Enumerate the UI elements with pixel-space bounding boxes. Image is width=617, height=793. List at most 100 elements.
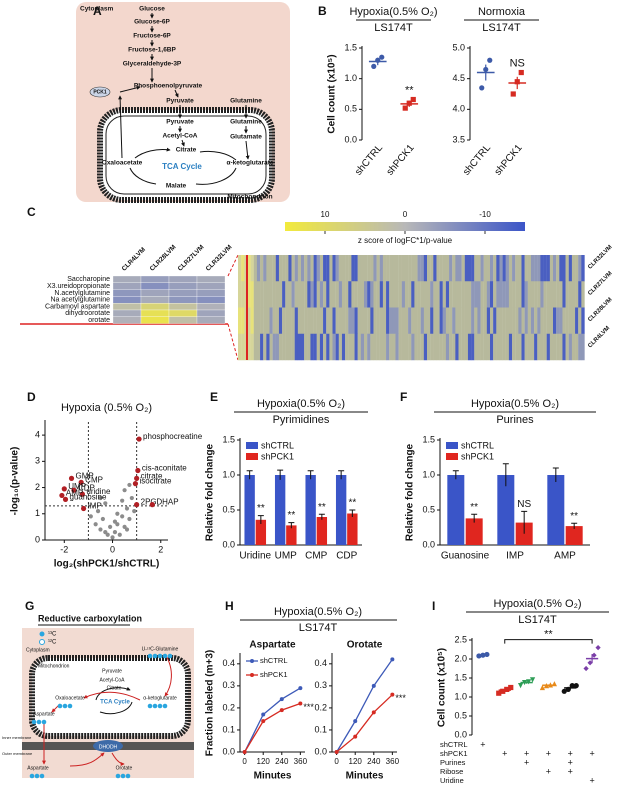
heatmap-pattern xyxy=(521,281,525,308)
heatmap-cell xyxy=(168,275,198,283)
arrow xyxy=(119,85,141,93)
heatmap-pattern xyxy=(540,307,544,334)
condition-mark: + xyxy=(568,757,573,767)
panel-label: H xyxy=(225,599,234,613)
heatmap-pattern xyxy=(354,307,358,334)
heatmap-pattern xyxy=(464,333,469,361)
heatmap-cell xyxy=(112,275,142,283)
point xyxy=(98,527,103,532)
heatmap-pattern xyxy=(417,281,421,308)
error-bar xyxy=(521,510,528,534)
heatmap-pattern xyxy=(313,281,317,308)
metabolite: Acetyl-CoA xyxy=(162,133,197,140)
heatmap-pattern xyxy=(490,307,494,334)
heatmap-pattern xyxy=(301,307,305,334)
heatmap-pattern xyxy=(395,255,399,282)
heatmap-pattern xyxy=(499,255,503,282)
bead xyxy=(152,703,158,709)
cycle-label: TCA Cycle xyxy=(100,700,130,706)
annotation: ** xyxy=(287,510,295,521)
heatmap-pattern xyxy=(250,307,254,334)
heatmap-pattern xyxy=(313,255,317,282)
heatmap-pattern xyxy=(559,307,563,334)
heatmap-pattern xyxy=(335,281,339,308)
heatmap-pattern xyxy=(480,333,484,361)
heatmap-pattern xyxy=(578,307,582,334)
heatmap-pattern xyxy=(288,281,292,308)
heatmap-pattern xyxy=(442,333,447,361)
heatmap-detail xyxy=(238,255,585,361)
legend-label: ¹²C xyxy=(48,640,57,646)
heatmap-pattern xyxy=(553,333,557,361)
heatmap-pattern xyxy=(263,333,267,361)
condition-label: Uridine xyxy=(440,776,464,785)
heatmap-pattern xyxy=(518,281,522,308)
heatmap-pattern xyxy=(351,307,355,334)
point xyxy=(127,516,132,522)
legend-marker xyxy=(250,673,254,677)
heatmap-pattern xyxy=(398,281,402,308)
condition-mark: + xyxy=(568,766,573,776)
heatmap-pattern xyxy=(493,255,497,282)
arrow xyxy=(174,89,179,98)
heatmap-pattern xyxy=(244,255,248,282)
heatmap-pattern xyxy=(404,255,409,282)
heatmap-pattern xyxy=(433,307,437,334)
heatmap-pattern xyxy=(373,281,377,308)
heatmap-pattern xyxy=(294,281,298,308)
heatmap-cell xyxy=(196,282,226,290)
heatmap-pattern xyxy=(373,307,377,334)
bead xyxy=(152,653,158,659)
heatmap-pattern xyxy=(499,333,503,361)
metabolite: Glutamine xyxy=(230,119,262,126)
heatmap-pattern xyxy=(436,333,440,361)
heatmap-pattern xyxy=(294,333,298,361)
y-tick-label: 0.0 xyxy=(422,539,435,549)
heatmap-pattern xyxy=(549,333,554,361)
chart-subtitle: Pyrimidines xyxy=(273,414,330,426)
x-tick-label: Guanosine xyxy=(441,551,490,562)
heatmap-pattern xyxy=(524,255,528,282)
bead xyxy=(167,653,173,659)
point xyxy=(132,509,137,514)
panel-label: F xyxy=(400,390,407,404)
colorbar-tick-label: -10 xyxy=(479,210,491,219)
heatmap-pattern xyxy=(386,281,390,308)
point xyxy=(129,495,134,501)
heatmap-pattern xyxy=(524,307,528,334)
heatmap-pattern xyxy=(408,255,412,282)
heatmap-pattern xyxy=(515,255,519,282)
heatmap-pattern xyxy=(291,255,295,282)
y-tick-label: 2 xyxy=(35,482,40,492)
point xyxy=(353,719,358,724)
heatmap-pattern xyxy=(348,281,352,308)
heatmap-pattern xyxy=(490,333,494,361)
condition-mark: + xyxy=(546,748,551,758)
heatmap-pattern xyxy=(414,333,418,361)
point xyxy=(112,519,118,524)
heatmap-pattern xyxy=(304,307,308,334)
point xyxy=(390,692,395,697)
point xyxy=(68,475,75,481)
heatmap-pattern xyxy=(326,255,330,282)
point xyxy=(80,505,87,512)
series-line xyxy=(336,694,393,753)
heatmap-pattern xyxy=(360,281,365,308)
heatmap-pattern xyxy=(581,307,585,334)
heatmap-pattern xyxy=(401,333,406,361)
point-label: CDP xyxy=(78,483,95,492)
heatmap-pattern xyxy=(502,255,506,282)
heatmap-pattern xyxy=(291,333,295,361)
heatmap-pattern xyxy=(499,281,503,308)
heatmap-pattern xyxy=(278,255,283,282)
point xyxy=(298,686,303,691)
x-tick-label: AMP xyxy=(554,551,576,562)
heatmap-pattern xyxy=(379,255,384,282)
y-tick-label: 1.5 xyxy=(344,42,357,52)
heatmap-pattern xyxy=(471,281,475,308)
bead xyxy=(29,773,35,779)
heatmap-cell xyxy=(196,289,226,297)
heatmap-pattern xyxy=(323,255,327,282)
heatmap-pattern xyxy=(417,307,421,334)
heatmap-pattern xyxy=(297,281,302,308)
